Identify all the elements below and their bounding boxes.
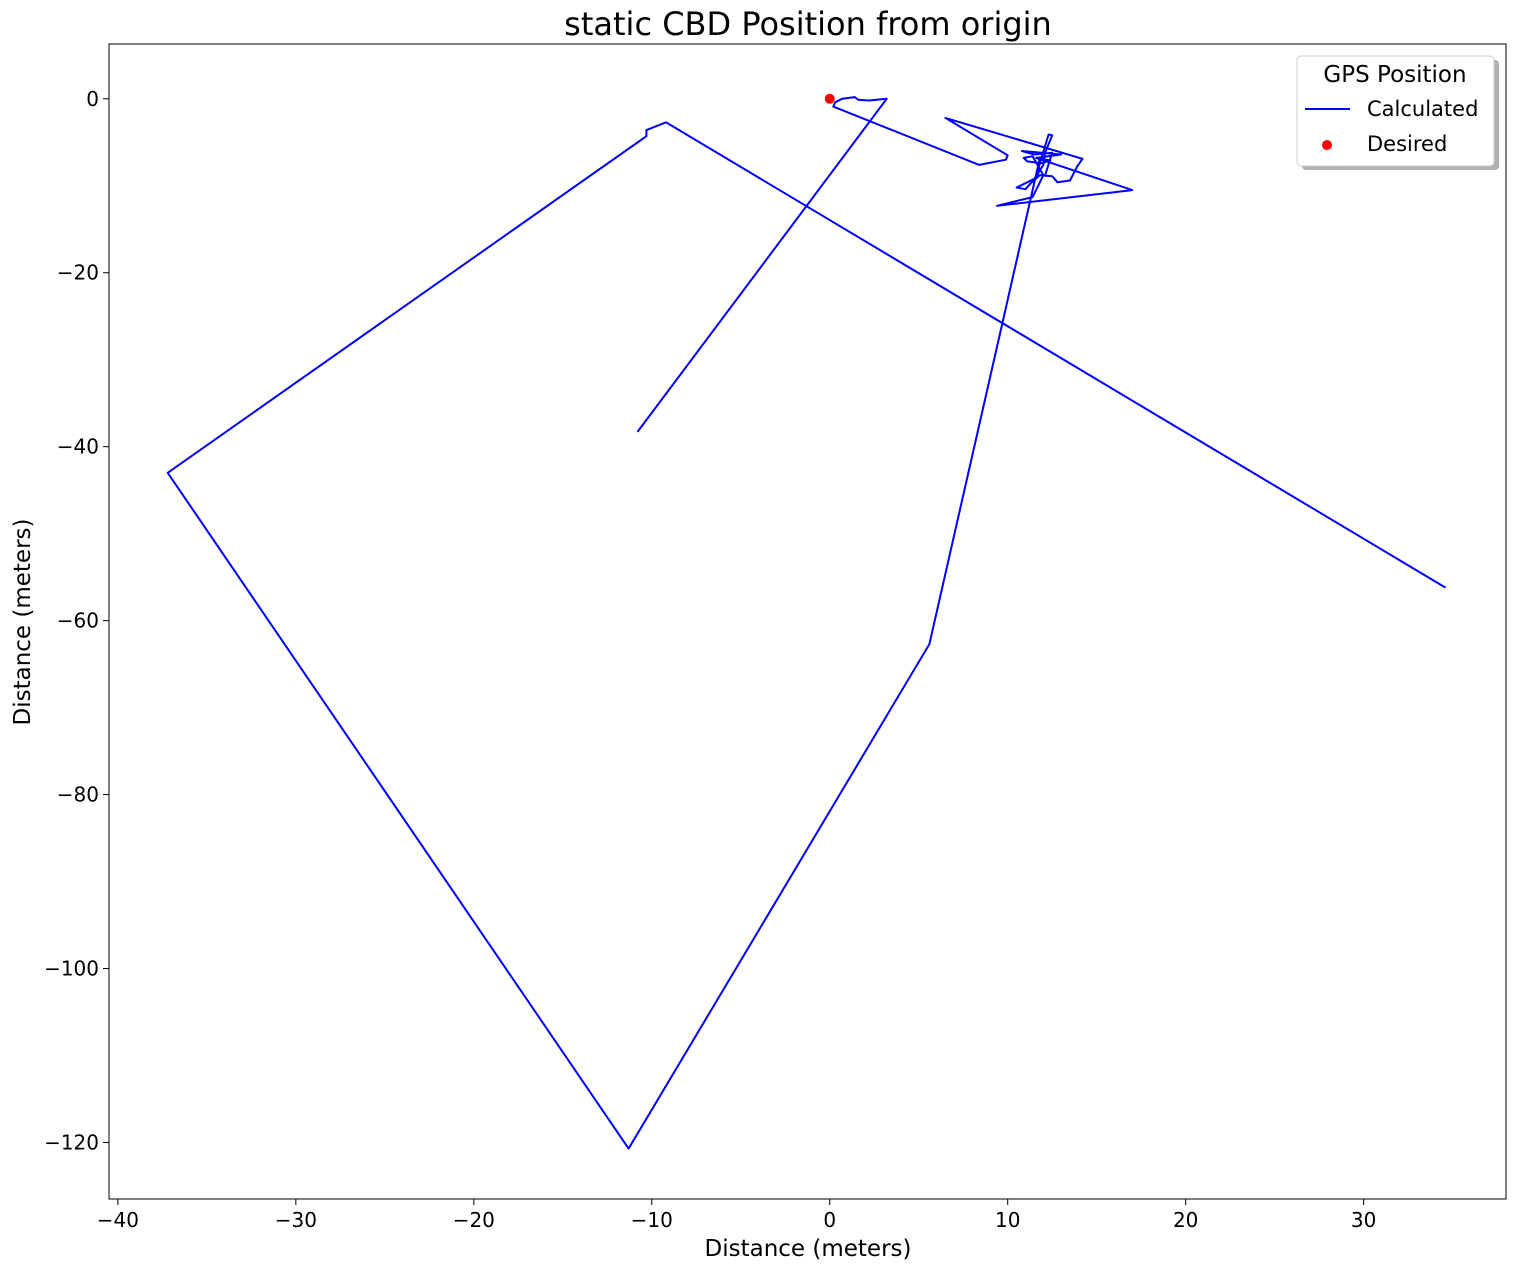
y-axis-label: Distance (meters) xyxy=(10,519,36,726)
y-tick-label: 0 xyxy=(86,87,99,111)
y-tick-label: −20 xyxy=(57,261,99,285)
legend-desired-label: Desired xyxy=(1367,132,1447,156)
axes-frame xyxy=(108,43,1507,1200)
x-tick-label: −30 xyxy=(275,1208,317,1232)
series-point-desired xyxy=(824,93,835,104)
x-tick-label: −20 xyxy=(453,1208,495,1232)
y-tick-label: −100 xyxy=(44,957,99,981)
legend-desired-swatch xyxy=(1322,140,1332,150)
plot-area xyxy=(166,93,1447,1150)
x-tick-label: 30 xyxy=(1351,1208,1376,1232)
legend: GPS Position Calculated Desired xyxy=(1296,55,1499,170)
x-tick-label: −10 xyxy=(631,1208,673,1232)
y-tick-label: −60 xyxy=(57,609,99,633)
y-axis-ticks: 0 −20 −40 −60 −80 −100 −120 xyxy=(44,87,109,1154)
x-tick-label: 20 xyxy=(1173,1208,1198,1232)
legend-calculated-label: Calculated xyxy=(1367,97,1478,121)
series-line-calculated xyxy=(166,96,1447,1150)
x-tick-label: −40 xyxy=(97,1208,139,1232)
x-tick-label: 10 xyxy=(995,1208,1020,1232)
legend-box xyxy=(1296,55,1495,167)
x-axis-ticks: −40 −30 −20 −10 0 10 20 30 xyxy=(97,1199,1376,1232)
y-tick-label: −80 xyxy=(57,783,99,807)
y-tick-label: −40 xyxy=(57,435,99,459)
chart-title: static CBD Position from origin xyxy=(564,5,1052,43)
y-tick-label: −120 xyxy=(44,1130,99,1154)
x-axis-label: Distance (meters) xyxy=(705,1236,912,1262)
legend-title: GPS Position xyxy=(1323,62,1466,88)
x-tick-label: 0 xyxy=(823,1208,836,1232)
